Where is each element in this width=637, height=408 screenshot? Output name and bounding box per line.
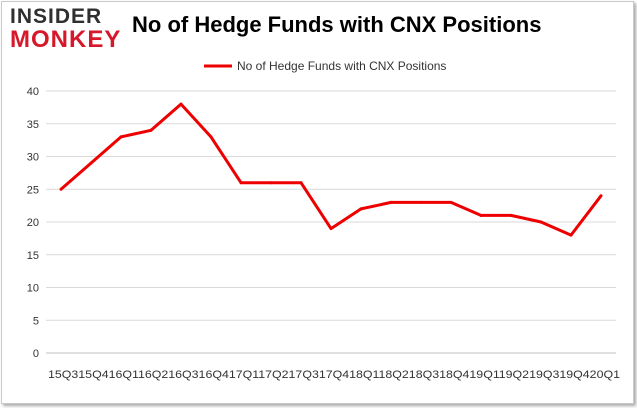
y-tick-label: 20: [27, 217, 39, 229]
x-axis: 15Q3 15Q4 16Q1 16Q2 16Q3 16Q4 17Q1 17Q2 17Q3 17Q4…: [48, 369, 620, 381]
x-tick-label: 19Q1: [469, 369, 499, 381]
data-point: [89, 161, 93, 165]
data-point: [539, 220, 543, 224]
data-point: [119, 135, 123, 139]
y-tick-label: 35: [27, 119, 39, 131]
data-point: [299, 181, 303, 185]
x-tick-label: 18Q1: [349, 369, 379, 381]
x-tick-label: 15Q3: [48, 369, 78, 381]
logo-bottom-text: MONKEY: [10, 26, 122, 53]
data-point: [209, 135, 213, 139]
data-point: [599, 194, 603, 198]
data-point: [239, 181, 243, 185]
y-tick-label: 0: [33, 348, 39, 360]
x-tick-label: 18Q4: [439, 369, 469, 381]
legend-label: No of Hedge Funds with CNX Positions: [237, 59, 446, 73]
x-tick-label: 17Q4: [319, 369, 349, 381]
x-tick-label: 19Q2: [499, 369, 529, 381]
x-tick-label: 16Q2: [138, 369, 168, 381]
logo-top-text: INSIDER: [10, 5, 103, 28]
x-tick-label: 17Q1: [229, 369, 259, 381]
chart-title: No of Hedge Funds with CNX Positions: [132, 12, 542, 37]
data-point: [509, 213, 513, 217]
y-axis: 0 5 10 15 20 25 30 35 40: [27, 86, 39, 360]
data-point: [569, 233, 573, 237]
y-tick-label: 10: [27, 283, 39, 295]
x-tick-label: 20Q1: [590, 369, 620, 381]
data-point: [389, 200, 393, 204]
legend: No of Hedge Funds with CNX Positions: [204, 59, 446, 73]
y-tick-label: 30: [27, 152, 39, 164]
gridlines: [46, 90, 616, 354]
x-tick-label: 18Q2: [379, 369, 409, 381]
data-point: [269, 181, 273, 185]
x-tick-label: 16Q3: [168, 369, 198, 381]
y-tick-label: 25: [27, 184, 39, 196]
series-layer: [59, 102, 603, 237]
x-tick-label: 17Q3: [289, 369, 319, 381]
data-point: [419, 200, 423, 204]
x-tick-label: 16Q1: [109, 369, 139, 381]
y-tick-label: 15: [27, 250, 39, 262]
x-tick-labels: 15Q3 15Q4 16Q1 16Q2 16Q3 16Q4 17Q1 17Q2 17Q3 17Q4…: [48, 369, 620, 381]
data-point: [479, 213, 483, 217]
data-point: [449, 200, 453, 204]
x-tick-label: 19Q4: [559, 369, 589, 381]
y-tick-label: 40: [27, 86, 39, 98]
data-point: [359, 207, 363, 211]
insider-monkey-logo: INSIDER MONKEY: [10, 6, 120, 54]
x-tick-label: 17Q2: [258, 369, 288, 381]
y-tick-label: 5: [33, 315, 39, 327]
data-point: [329, 227, 333, 231]
data-point: [149, 128, 153, 132]
data-point: [179, 102, 183, 106]
x-tick-label: 15Q4: [78, 369, 108, 381]
x-tick-label: 18Q3: [409, 369, 439, 381]
x-tick-label: 16Q4: [199, 369, 229, 381]
x-tick-label: 19Q3: [529, 369, 559, 381]
data-point: [59, 187, 63, 191]
